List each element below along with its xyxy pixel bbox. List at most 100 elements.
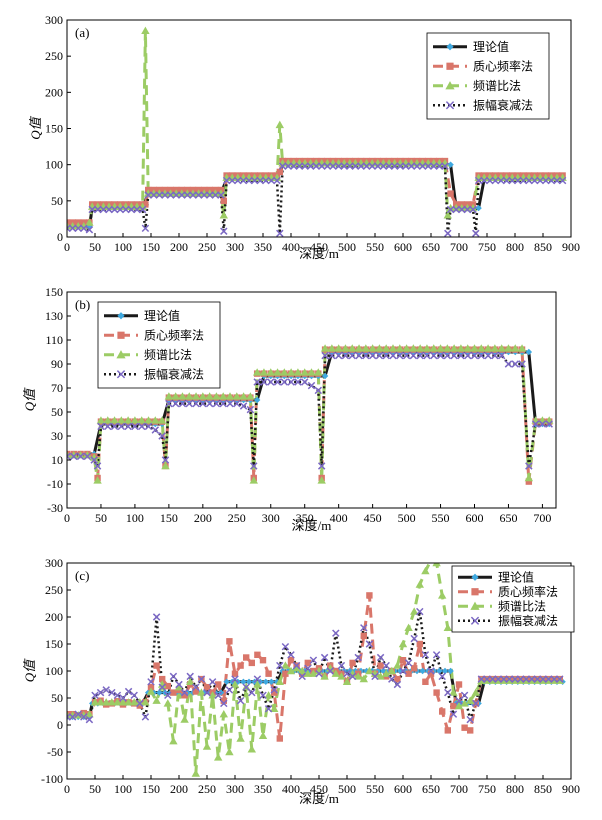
data-point-s4 xyxy=(444,229,452,237)
y-tick-label: 200 xyxy=(45,85,63,99)
data-point-s2 xyxy=(147,684,155,691)
data-point-s4 xyxy=(124,422,132,431)
x-tick-label: 50 xyxy=(95,511,107,525)
data-point-s3 xyxy=(185,392,194,400)
data-point-s4 xyxy=(348,672,357,681)
x-tick-label: 200 xyxy=(194,511,212,525)
x-tick-label: 450 xyxy=(310,782,328,796)
data-point-s3 xyxy=(422,344,432,352)
data-point-s4 xyxy=(281,642,290,651)
data-point-s4 xyxy=(484,351,492,360)
data-point-s4 xyxy=(430,162,438,170)
data-point-s4 xyxy=(539,675,547,683)
data-point-s3 xyxy=(456,344,466,352)
data-point-s4 xyxy=(96,688,105,697)
x-tick-label: 0 xyxy=(64,782,70,796)
data-point-s3 xyxy=(443,623,452,631)
x-tick-label: 700 xyxy=(450,782,468,796)
data-point-s4 xyxy=(264,705,273,713)
y-tick-label: 10 xyxy=(51,453,63,467)
data-point-s4 xyxy=(253,675,262,683)
data-point-s1 xyxy=(475,204,482,212)
x-tick-label: 550 xyxy=(366,782,384,796)
data-point-s4 xyxy=(194,191,203,199)
data-point-s4 xyxy=(553,176,561,185)
data-point-s4 xyxy=(497,351,506,360)
data-point-s4 xyxy=(67,224,71,233)
data-point-s4 xyxy=(396,351,404,360)
data-point-s3 xyxy=(382,669,391,677)
legend-label: 理论值 xyxy=(498,569,534,584)
legend-marker xyxy=(116,370,126,379)
data-point-s3 xyxy=(107,698,116,706)
data-point-s4 xyxy=(314,386,323,395)
data-point-s4 xyxy=(365,640,374,648)
data-point-s3 xyxy=(103,416,112,424)
legend-label: 振幅衰减法 xyxy=(473,97,533,112)
data-point-s2 xyxy=(394,675,401,683)
data-point-s4 xyxy=(320,653,329,662)
data-point-s3 xyxy=(438,591,447,599)
data-point-s4 xyxy=(166,191,175,199)
data-point-s4 xyxy=(231,675,239,683)
data-point-s4 xyxy=(508,176,516,185)
data-point-s4 xyxy=(518,360,526,368)
data-point-s4 xyxy=(144,422,153,431)
data-point-s4 xyxy=(323,162,332,170)
data-point-s3 xyxy=(198,392,208,400)
y-tick-label: 50 xyxy=(51,194,63,208)
data-point-s2 xyxy=(170,689,177,696)
x-tick-label: 650 xyxy=(422,782,440,796)
data-point-s4 xyxy=(423,351,431,360)
data-point-s3 xyxy=(137,416,146,424)
x-tick-label: 0 xyxy=(64,240,70,254)
x-tick-label: 750 xyxy=(478,240,496,254)
data-point-s3 xyxy=(292,664,301,672)
data-point-s4 xyxy=(511,360,519,368)
data-point-s2 xyxy=(231,670,239,677)
data-point-s4 xyxy=(113,691,122,700)
data-point-s4 xyxy=(83,452,92,461)
data-point-s4 xyxy=(287,378,295,386)
legend-label: 理论值 xyxy=(144,308,180,323)
data-point-s4 xyxy=(457,351,465,360)
data-point-s3 xyxy=(219,710,228,718)
data-point-s3 xyxy=(395,344,404,352)
y-tick-label: 150 xyxy=(45,285,63,299)
data-point-s4 xyxy=(413,162,421,170)
legend-marker xyxy=(470,601,480,610)
data-point-s4 xyxy=(328,351,336,360)
data-point-s3 xyxy=(177,189,186,197)
data-point-s3 xyxy=(172,189,181,197)
data-point-s2 xyxy=(287,657,295,664)
data-point-s4 xyxy=(340,162,348,170)
data-point-s3 xyxy=(155,189,164,197)
data-point-s4 xyxy=(402,351,411,360)
data-point-s3 xyxy=(270,704,279,712)
data-point-s3 xyxy=(421,566,430,575)
data-point-s3 xyxy=(258,731,268,739)
data-point-s4 xyxy=(514,176,522,185)
data-point-s4 xyxy=(239,402,248,410)
data-point-s4 xyxy=(469,205,477,214)
data-point-s4 xyxy=(248,688,256,697)
data-point-s3 xyxy=(141,26,150,35)
data-point-s4 xyxy=(214,691,222,700)
data-point-s4 xyxy=(371,672,379,681)
data-point-s3 xyxy=(202,742,212,750)
data-point-s2 xyxy=(377,662,384,669)
data-point-s3 xyxy=(85,218,94,226)
data-point-s3 xyxy=(208,691,217,699)
legend-marker xyxy=(446,62,454,70)
data-point-s4 xyxy=(212,399,221,408)
data-point-s4 xyxy=(217,191,225,199)
chart-panel-2: 0 50 100 150 200 250 300 350 400 450 500 550 600 650 7… xyxy=(22,285,557,533)
data-point-s3 xyxy=(174,683,184,691)
data-point-s4 xyxy=(242,683,250,691)
data-point-s4 xyxy=(80,713,88,721)
data-point-s3 xyxy=(331,669,340,677)
data-point-s4 xyxy=(502,176,511,185)
data-point-s4 xyxy=(67,713,71,721)
panel-label: (a) xyxy=(75,25,89,40)
data-point-s3 xyxy=(135,698,144,706)
